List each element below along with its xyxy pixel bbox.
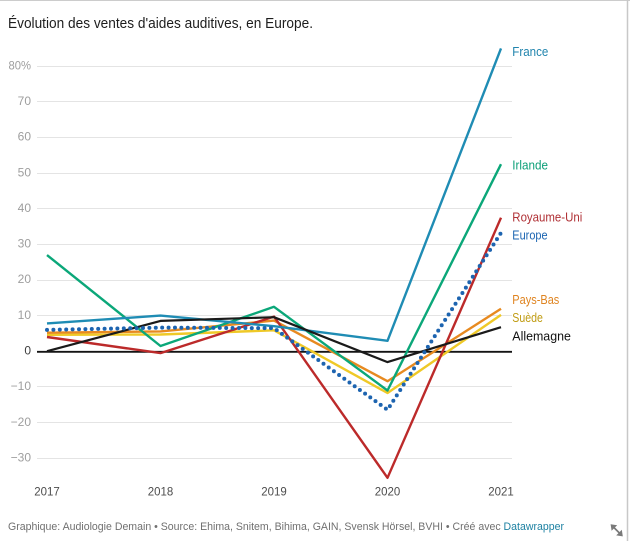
svg-text:Europe: Europe [512,229,547,243]
svg-text:Irlande: Irlande [512,158,548,172]
svg-text:2018: 2018 [148,484,174,498]
svg-text:2019: 2019 [261,484,287,498]
svg-text:10: 10 [18,308,32,322]
svg-text:0: 0 [24,344,31,358]
svg-text:−20: −20 [11,415,32,429]
svg-text:20: 20 [18,272,32,286]
svg-text:70: 70 [18,94,32,108]
svg-text:Pays-Bas: Pays-Bas [512,293,559,307]
svg-text:60: 60 [18,130,32,144]
svg-text:2017: 2017 [34,484,60,498]
svg-text:2021: 2021 [488,484,514,498]
svg-text:France: France [512,45,548,59]
svg-text:−10: −10 [11,379,32,393]
svg-text:80%: 80% [9,58,32,72]
svg-text:30: 30 [18,237,32,251]
svg-text:50: 50 [18,165,32,179]
svg-text:2020: 2020 [375,484,401,498]
svg-text:40: 40 [18,201,32,215]
svg-text:Suède: Suède [512,311,543,325]
svg-text:Évolution des ventes d'aides a: Évolution des ventes d'aides auditives, … [8,15,313,32]
svg-text:−30: −30 [11,450,32,464]
svg-text:Allemagne: Allemagne [512,329,571,343]
svg-text:Graphique: Audiologie Demain •: Graphique: Audiologie Demain • Source: E… [8,521,564,533]
svg-text:Royaume-Uni: Royaume-Uni [512,210,582,224]
